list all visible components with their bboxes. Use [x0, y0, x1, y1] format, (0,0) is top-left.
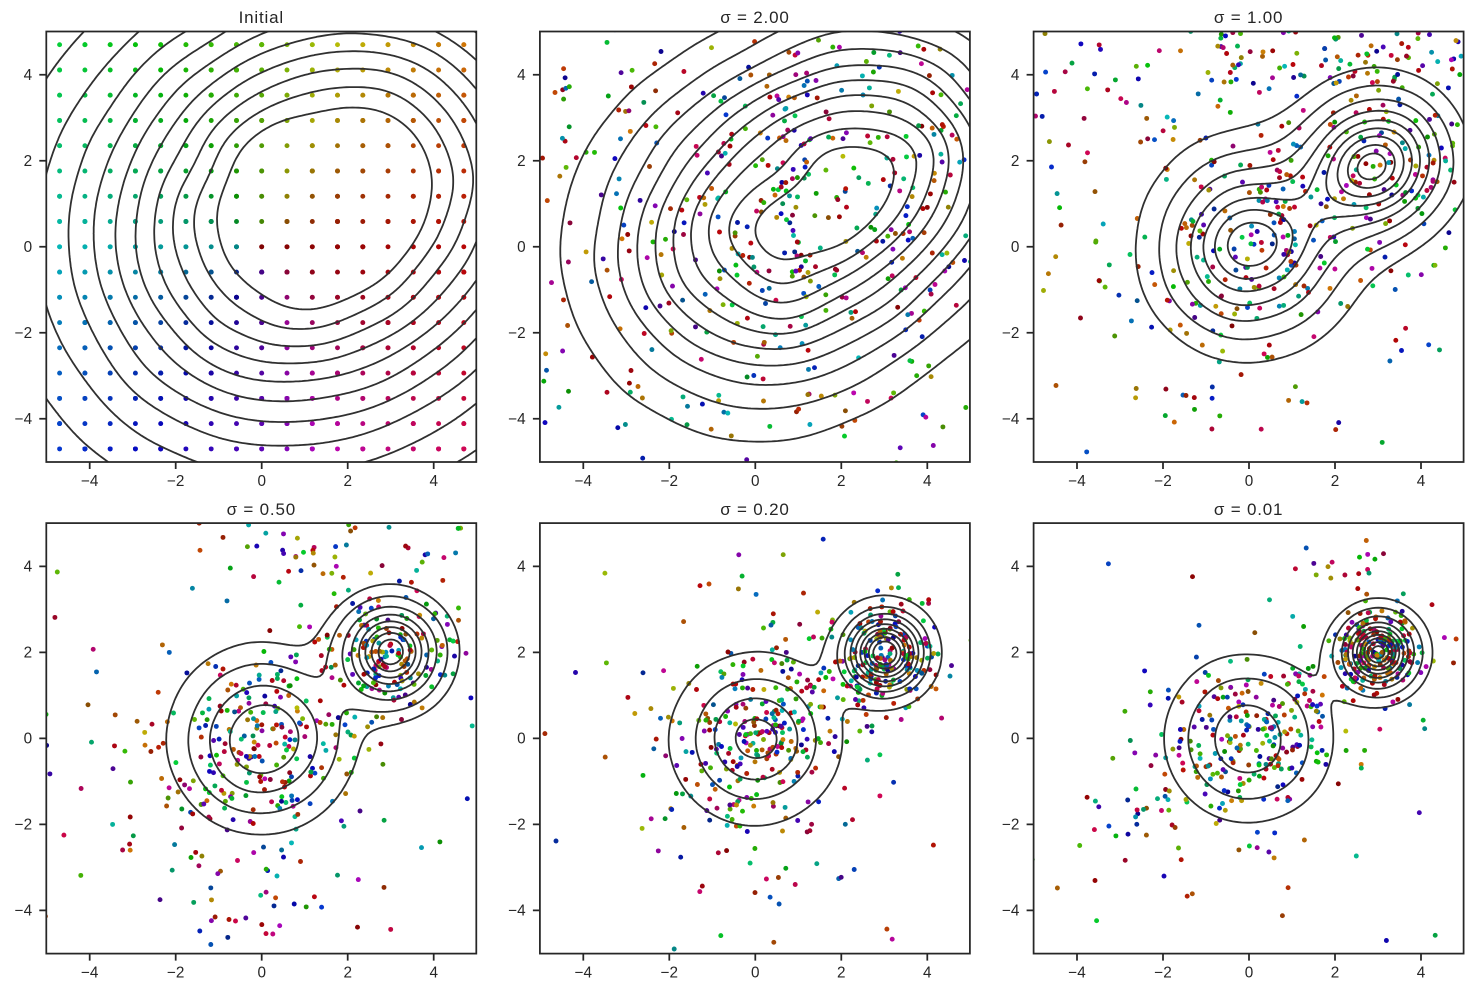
svg-text:−2: −2 [1154, 965, 1171, 982]
svg-text:−2: −2 [1002, 325, 1019, 342]
svg-text:2: 2 [1331, 473, 1340, 490]
svg-text:0: 0 [1245, 965, 1254, 982]
svg-text:−2: −2 [15, 817, 32, 834]
svg-text:4: 4 [1417, 473, 1426, 490]
svg-text:2: 2 [24, 645, 33, 662]
svg-text:−2: −2 [15, 325, 32, 342]
svg-text:2: 2 [343, 965, 352, 982]
svg-text:2: 2 [1011, 645, 1020, 662]
svg-text:0: 0 [257, 965, 266, 982]
svg-text:2: 2 [517, 153, 526, 170]
svg-text:−2: −2 [1154, 473, 1171, 490]
svg-text:−4: −4 [1068, 473, 1086, 490]
svg-text:4: 4 [923, 473, 932, 490]
svg-text:4: 4 [24, 559, 33, 576]
svg-text:2: 2 [517, 645, 526, 662]
svg-text:−4: −4 [81, 473, 99, 490]
svg-text:4: 4 [517, 67, 526, 84]
svg-text:4: 4 [429, 965, 438, 982]
svg-text:4: 4 [923, 965, 932, 982]
svg-text:−4: −4 [15, 411, 33, 428]
svg-text:σ = 0.20: σ = 0.20 [720, 500, 789, 519]
svg-text:−2: −2 [167, 473, 184, 490]
svg-text:0: 0 [1245, 473, 1254, 490]
svg-text:−2: −2 [508, 325, 525, 342]
svg-text:0: 0 [1011, 239, 1020, 256]
svg-text:0: 0 [24, 731, 33, 748]
svg-text:4: 4 [429, 473, 438, 490]
svg-text:0: 0 [517, 731, 526, 748]
svg-text:4: 4 [1417, 965, 1426, 982]
svg-text:2: 2 [24, 153, 33, 170]
svg-text:0: 0 [751, 965, 760, 982]
svg-text:4: 4 [1011, 67, 1020, 84]
svg-text:−4: −4 [508, 411, 526, 428]
svg-text:−4: −4 [508, 903, 526, 920]
svg-text:4: 4 [517, 559, 526, 576]
svg-text:4: 4 [1011, 559, 1020, 576]
svg-text:0: 0 [1011, 731, 1020, 748]
svg-text:−2: −2 [508, 817, 525, 834]
svg-text:4: 4 [24, 67, 33, 84]
svg-text:−2: −2 [661, 473, 678, 490]
svg-text:−2: −2 [661, 965, 678, 982]
svg-text:σ = 1.00: σ = 1.00 [1214, 8, 1283, 27]
svg-text:−4: −4 [1002, 903, 1020, 920]
svg-text:0: 0 [257, 473, 266, 490]
svg-text:−2: −2 [167, 965, 184, 982]
svg-text:−4: −4 [81, 965, 99, 982]
svg-text:−4: −4 [575, 473, 593, 490]
svg-text:2: 2 [837, 965, 846, 982]
svg-text:−4: −4 [1068, 965, 1086, 982]
svg-text:−4: −4 [575, 965, 593, 982]
svg-text:0: 0 [517, 239, 526, 256]
svg-text:0: 0 [751, 473, 760, 490]
svg-text:2: 2 [1331, 965, 1340, 982]
svg-text:0: 0 [24, 239, 33, 256]
svg-text:−2: −2 [1002, 817, 1019, 834]
svg-text:2: 2 [837, 473, 846, 490]
svg-text:−4: −4 [1002, 411, 1020, 428]
svg-text:σ = 0.01: σ = 0.01 [1214, 500, 1283, 519]
svg-text:Initial: Initial [239, 8, 284, 27]
svg-text:−4: −4 [15, 903, 33, 920]
svg-text:σ = 2.00: σ = 2.00 [720, 8, 789, 27]
svg-text:2: 2 [343, 473, 352, 490]
svg-text:2: 2 [1011, 153, 1020, 170]
svg-text:σ = 0.50: σ = 0.50 [227, 500, 296, 519]
